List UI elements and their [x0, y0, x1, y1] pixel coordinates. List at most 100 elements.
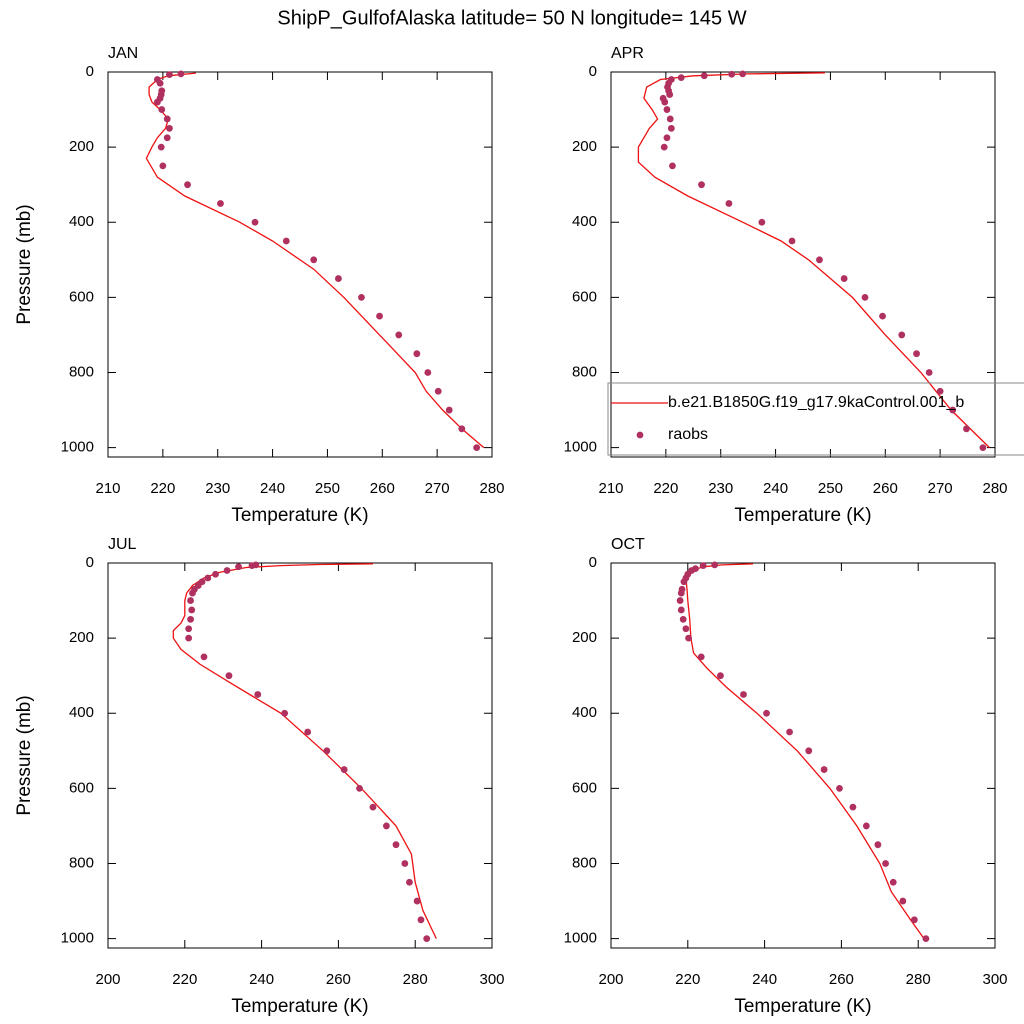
obs-point [282, 237, 290, 245]
obs-point [788, 237, 796, 245]
y-tick-label: 600 [572, 779, 597, 796]
obs-point [417, 916, 425, 924]
obs-point [204, 574, 212, 582]
x-tick-label: 280 [982, 480, 1007, 497]
obs-point [383, 822, 390, 830]
x-tick-label: 220 [150, 480, 175, 497]
y-tick-label: 1000 [61, 930, 94, 947]
x-tick-label: 200 [598, 971, 623, 988]
plot-frame [107, 562, 493, 949]
obs-point [979, 444, 987, 452]
y-axis-label: Pressure (mb) [14, 695, 35, 815]
obs-point [281, 709, 289, 717]
obs-point [680, 578, 688, 586]
obs-point [763, 709, 770, 717]
obs-point [473, 444, 481, 452]
obs-point [369, 803, 377, 811]
x-tick-label: 280 [906, 971, 931, 988]
model-line [172, 563, 437, 939]
x-tick-label: 300 [479, 971, 504, 988]
y-tick-label: 200 [572, 629, 597, 646]
obs-point [335, 275, 342, 282]
obs-point [392, 841, 400, 849]
x-tick-label: 270 [928, 480, 953, 497]
obs-point [676, 597, 684, 604]
obs-point [225, 672, 233, 680]
obs-point [356, 784, 363, 792]
obs-point [159, 162, 167, 170]
legend-label: raobs [668, 426, 708, 443]
obs-point [413, 897, 421, 905]
x-tick-label: 260 [326, 971, 351, 988]
obs-point [663, 134, 671, 142]
obs-point [376, 312, 383, 320]
y-tick-label: 800 [69, 854, 94, 871]
y-tick-label: 1000 [61, 439, 94, 456]
obs-point [666, 115, 674, 123]
obs-point [663, 106, 671, 113]
obs-point [711, 561, 719, 569]
y-tick-label: 0 [86, 554, 94, 571]
obs-point [156, 79, 164, 87]
panel-title: APR [611, 45, 644, 62]
obs-point [406, 878, 413, 886]
obs-point [188, 606, 196, 614]
y-tick-label: 400 [69, 704, 94, 721]
y-tick-label: 600 [572, 288, 597, 305]
obs-point [163, 134, 171, 142]
y-tick-label: 1000 [564, 930, 597, 947]
panel-title: OCT [611, 536, 645, 553]
obs-point [677, 606, 685, 614]
obs-point [401, 860, 409, 867]
obs-point [187, 615, 194, 623]
x-tick-label: 220 [653, 480, 678, 497]
y-tick-label: 0 [589, 63, 597, 80]
obs-point [913, 350, 920, 358]
obs-point [677, 74, 685, 82]
obs-point [163, 115, 171, 123]
obs-point [740, 691, 747, 698]
x-axis-label: Temperature (K) [231, 996, 368, 1017]
y-tick-label: 1000 [564, 439, 597, 456]
figure-title: ShipP_GulfofAlaska latitude= 50 N longit… [277, 7, 746, 29]
y-axis-label: Pressure (mb) [14, 204, 35, 324]
x-tick-label: 250 [315, 480, 340, 497]
x-tick-label: 220 [172, 971, 197, 988]
y-tick-label: 200 [572, 138, 597, 155]
x-tick-label: 300 [982, 971, 1007, 988]
obs-point [879, 312, 886, 320]
panel: JAN Temperature (K) Pressure (mb) 210 220 230… [14, 45, 505, 526]
x-tick-label: 260 [829, 971, 854, 988]
y-tick-label: 600 [69, 779, 94, 796]
plot-frame [610, 562, 996, 949]
obs-point [699, 562, 707, 570]
x-tick-label: 210 [95, 480, 120, 497]
obs-point [685, 634, 692, 642]
obs-point [786, 728, 793, 736]
obs-point [861, 293, 869, 301]
y-tick-label: 600 [69, 288, 94, 305]
y-tick-label: 0 [589, 554, 597, 571]
model-line [685, 563, 925, 939]
y-tick-label: 800 [572, 363, 597, 380]
panel: JUL Temperature (K) Pressure (mb) 200 220 240… [14, 536, 505, 1017]
x-tick-label: 270 [425, 480, 450, 497]
y-tick-label: 400 [69, 213, 94, 230]
obs-point [700, 72, 708, 80]
obs-point [358, 293, 365, 301]
x-tick-label: 280 [403, 971, 428, 988]
obs-point [697, 653, 705, 661]
obs-point [323, 747, 331, 755]
x-tick-label: 220 [675, 971, 700, 988]
obs-point [925, 369, 933, 376]
x-axis-label: Temperature (K) [231, 505, 368, 526]
obs-point [185, 634, 193, 642]
obs-point [185, 625, 193, 633]
obs-point [922, 935, 930, 943]
panel-title: JUL [108, 536, 137, 553]
legend-marker [636, 431, 644, 439]
obs-point [254, 691, 262, 698]
obs-point [717, 672, 724, 680]
obs-point [187, 597, 194, 604]
